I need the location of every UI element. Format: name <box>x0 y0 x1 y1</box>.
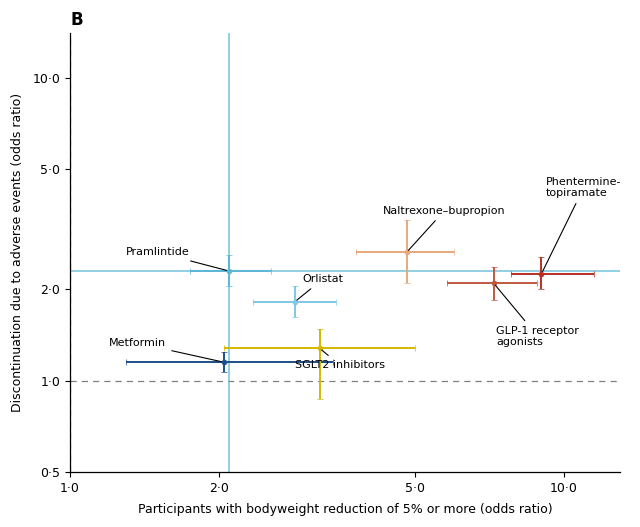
X-axis label: Participants with bodyweight reduction of 5% or more (odds ratio): Participants with bodyweight reduction o… <box>138 503 552 516</box>
Text: Orlistat: Orlistat <box>297 274 343 300</box>
Text: Metformin: Metformin <box>109 338 221 362</box>
Y-axis label: Discontinuation due to adverse events (odds ratio): Discontinuation due to adverse events (o… <box>11 93 24 412</box>
Text: GLP-1 receptor
agonists: GLP-1 receptor agonists <box>495 285 579 347</box>
Text: B: B <box>70 11 83 29</box>
Text: SGLT2 inhibitors: SGLT2 inhibitors <box>294 350 385 370</box>
Text: Naltrexone–bupropion: Naltrexone–bupropion <box>383 206 506 250</box>
Text: Phentermine-
topiramate: Phentermine- topiramate <box>543 177 621 271</box>
Text: Pramlintide: Pramlintide <box>126 248 227 270</box>
